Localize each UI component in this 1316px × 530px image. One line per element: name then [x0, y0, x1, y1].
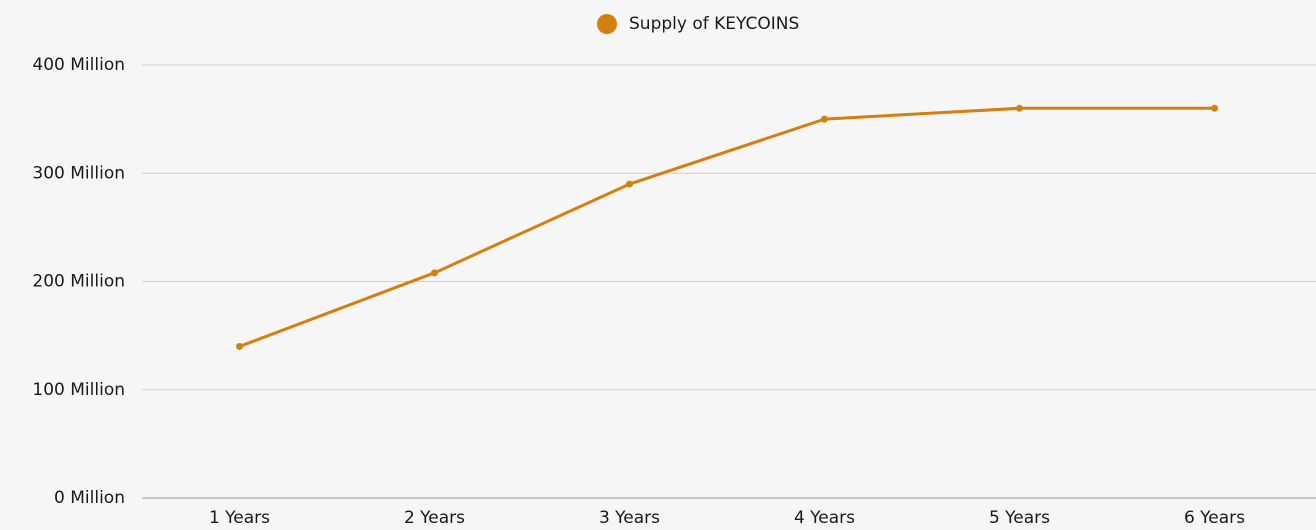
point: [431, 269, 438, 277]
x-tick-label: 1 Years: [209, 508, 270, 528]
point: [1211, 104, 1218, 112]
point: [821, 115, 828, 123]
point: [626, 180, 633, 188]
point: [1016, 104, 1023, 112]
y-tick-label: 200 Million: [32, 272, 125, 292]
x-tick-label: 4 Years: [794, 508, 855, 528]
y-tick-label: 300 Million: [32, 163, 125, 183]
legend-swatch: [597, 14, 617, 34]
x-tick-label: 2 Years: [404, 508, 465, 528]
y-tick-label: 100 Million: [32, 380, 125, 400]
legend-label: Supply of KEYCOINS: [629, 14, 799, 34]
x-tick-label: 3 Years: [599, 508, 660, 528]
x-tick-label: 5 Years: [989, 508, 1050, 528]
y-tick-label: 400 Million: [32, 55, 125, 75]
line: [238, 106, 1215, 348]
y-tick-label: 0 Million: [54, 488, 125, 508]
x-tick-label: 6 Years: [1184, 508, 1245, 528]
point: [236, 342, 243, 350]
